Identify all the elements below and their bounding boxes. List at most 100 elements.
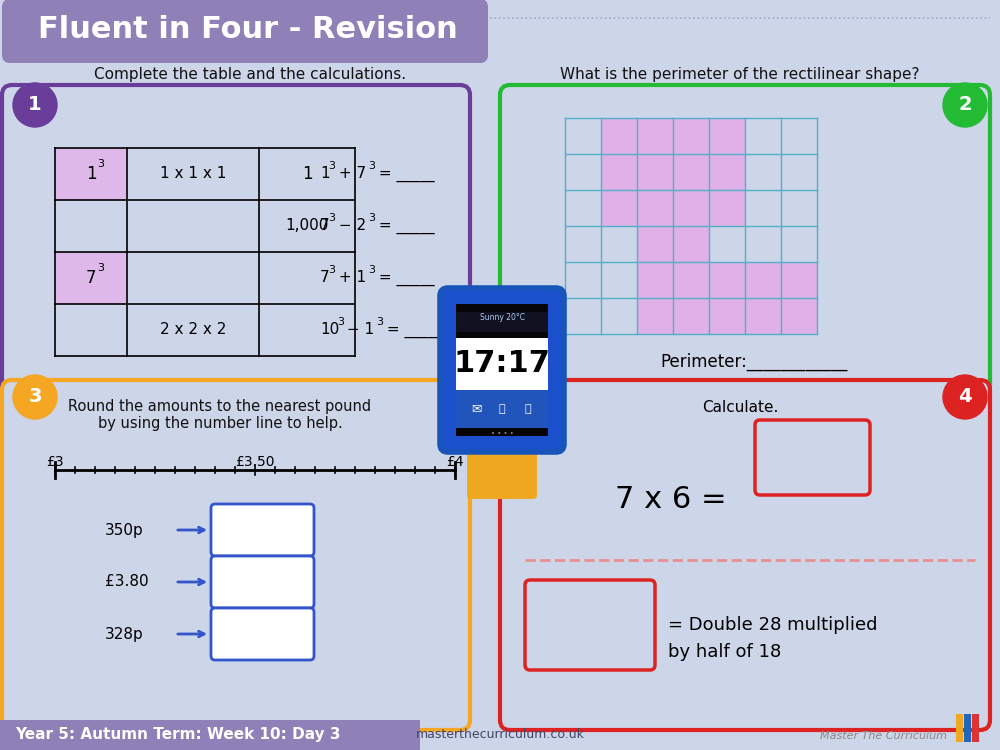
- Text: = Double 28 multiplied: = Double 28 multiplied: [668, 616, 878, 634]
- Text: 3: 3: [98, 263, 104, 273]
- Text: 3: 3: [98, 159, 104, 169]
- Text: − 2: − 2: [334, 218, 366, 233]
- Bar: [637, 226, 673, 262]
- FancyBboxPatch shape: [467, 286, 537, 349]
- Bar: [0, 720, 420, 750]
- Text: • • • •: • • • •: [491, 431, 513, 437]
- Text: 328p: 328p: [105, 626, 144, 641]
- Circle shape: [943, 83, 987, 127]
- Text: 1: 1: [28, 95, 42, 115]
- Text: masterthecurriculum.co.uk: masterthecurriculum.co.uk: [416, 728, 584, 742]
- Bar: [456, 312, 548, 332]
- Text: Sunny 20°C: Sunny 20°C: [480, 314, 524, 322]
- Text: 3: 3: [328, 265, 336, 275]
- Text: £3: £3: [46, 455, 64, 469]
- Text: Year 5: Autumn Term: Week 10: Day 3: Year 5: Autumn Term: Week 10: Day 3: [15, 728, 340, 742]
- Text: 350p: 350p: [105, 523, 144, 538]
- Bar: [673, 190, 709, 226]
- Bar: [601, 118, 637, 154]
- Text: 7 x 6 =: 7 x 6 =: [615, 485, 727, 514]
- Text: 1: 1: [302, 165, 312, 183]
- Text: + 7: + 7: [334, 166, 366, 182]
- Text: − 1: − 1: [342, 322, 375, 338]
- Bar: [673, 118, 709, 154]
- Text: Perimeter:____________: Perimeter:____________: [660, 352, 847, 371]
- FancyBboxPatch shape: [211, 556, 314, 608]
- Bar: [709, 262, 745, 298]
- FancyBboxPatch shape: [2, 85, 470, 395]
- FancyBboxPatch shape: [456, 304, 548, 436]
- Bar: [637, 154, 673, 190]
- Text: 3: 3: [376, 317, 384, 327]
- Text: 🔍: 🔍: [499, 404, 505, 414]
- Bar: [781, 298, 817, 334]
- Bar: [673, 226, 709, 262]
- Text: 3: 3: [337, 317, 344, 327]
- Bar: [781, 262, 817, 298]
- FancyBboxPatch shape: [2, 0, 488, 63]
- Text: Complete the table and the calculations.: Complete the table and the calculations.: [94, 68, 406, 82]
- Text: = _____: = _____: [374, 166, 434, 182]
- Circle shape: [13, 83, 57, 127]
- FancyBboxPatch shape: [525, 580, 655, 670]
- Bar: [673, 262, 709, 298]
- Bar: [673, 154, 709, 190]
- Text: 3: 3: [368, 213, 375, 223]
- Circle shape: [943, 375, 987, 419]
- Text: 7: 7: [320, 271, 330, 286]
- Text: Calculate.: Calculate.: [702, 400, 778, 416]
- Text: 👤: 👤: [525, 404, 531, 414]
- Text: 10: 10: [320, 322, 339, 338]
- Bar: [637, 298, 673, 334]
- Text: ✉: ✉: [471, 403, 481, 416]
- Bar: [637, 262, 673, 298]
- Text: 1: 1: [320, 166, 330, 182]
- FancyBboxPatch shape: [211, 608, 314, 660]
- Bar: [456, 338, 548, 390]
- Circle shape: [13, 375, 57, 419]
- Text: 7: 7: [320, 218, 330, 233]
- Text: 3: 3: [328, 213, 336, 223]
- Text: 1,000: 1,000: [285, 218, 329, 233]
- Text: 1: 1: [86, 165, 96, 183]
- Text: 7: 7: [86, 269, 96, 287]
- Bar: [637, 190, 673, 226]
- Text: £4: £4: [446, 455, 464, 469]
- Text: 2 x 2 x 2: 2 x 2 x 2: [160, 322, 226, 338]
- Bar: [55, 148, 127, 200]
- Text: 1 x 1 x 1: 1 x 1 x 1: [160, 166, 226, 182]
- Text: Round the amounts to the nearest pound
by using the number line to help.: Round the amounts to the nearest pound b…: [68, 399, 372, 431]
- Text: 2: 2: [958, 95, 972, 115]
- FancyBboxPatch shape: [211, 504, 314, 556]
- Text: = _____: = _____: [374, 218, 434, 233]
- Bar: [709, 154, 745, 190]
- Bar: [745, 298, 781, 334]
- Text: 3: 3: [368, 265, 375, 275]
- FancyBboxPatch shape: [2, 380, 470, 730]
- Text: Fluent in Four - Revision: Fluent in Four - Revision: [38, 16, 458, 44]
- Bar: [709, 118, 745, 154]
- Bar: [964, 714, 971, 742]
- Bar: [601, 154, 637, 190]
- FancyBboxPatch shape: [500, 85, 990, 395]
- Text: 3: 3: [28, 388, 42, 406]
- Text: £3.50: £3.50: [235, 455, 275, 469]
- Bar: [456, 390, 548, 428]
- Text: 17:17: 17:17: [454, 350, 550, 379]
- FancyBboxPatch shape: [440, 288, 564, 452]
- Text: by half of 18: by half of 18: [668, 643, 781, 661]
- Bar: [709, 190, 745, 226]
- Text: Master The Curriculum: Master The Curriculum: [820, 731, 947, 741]
- Text: = _____: = _____: [374, 271, 434, 286]
- Bar: [673, 298, 709, 334]
- FancyBboxPatch shape: [500, 380, 990, 730]
- Text: £3.80: £3.80: [105, 574, 149, 590]
- Text: = _____: = _____: [382, 322, 443, 338]
- Text: 3: 3: [328, 161, 336, 171]
- Bar: [637, 118, 673, 154]
- FancyBboxPatch shape: [467, 436, 537, 499]
- Bar: [956, 714, 963, 742]
- Text: + 1: + 1: [334, 271, 366, 286]
- Bar: [55, 252, 127, 304]
- Bar: [709, 298, 745, 334]
